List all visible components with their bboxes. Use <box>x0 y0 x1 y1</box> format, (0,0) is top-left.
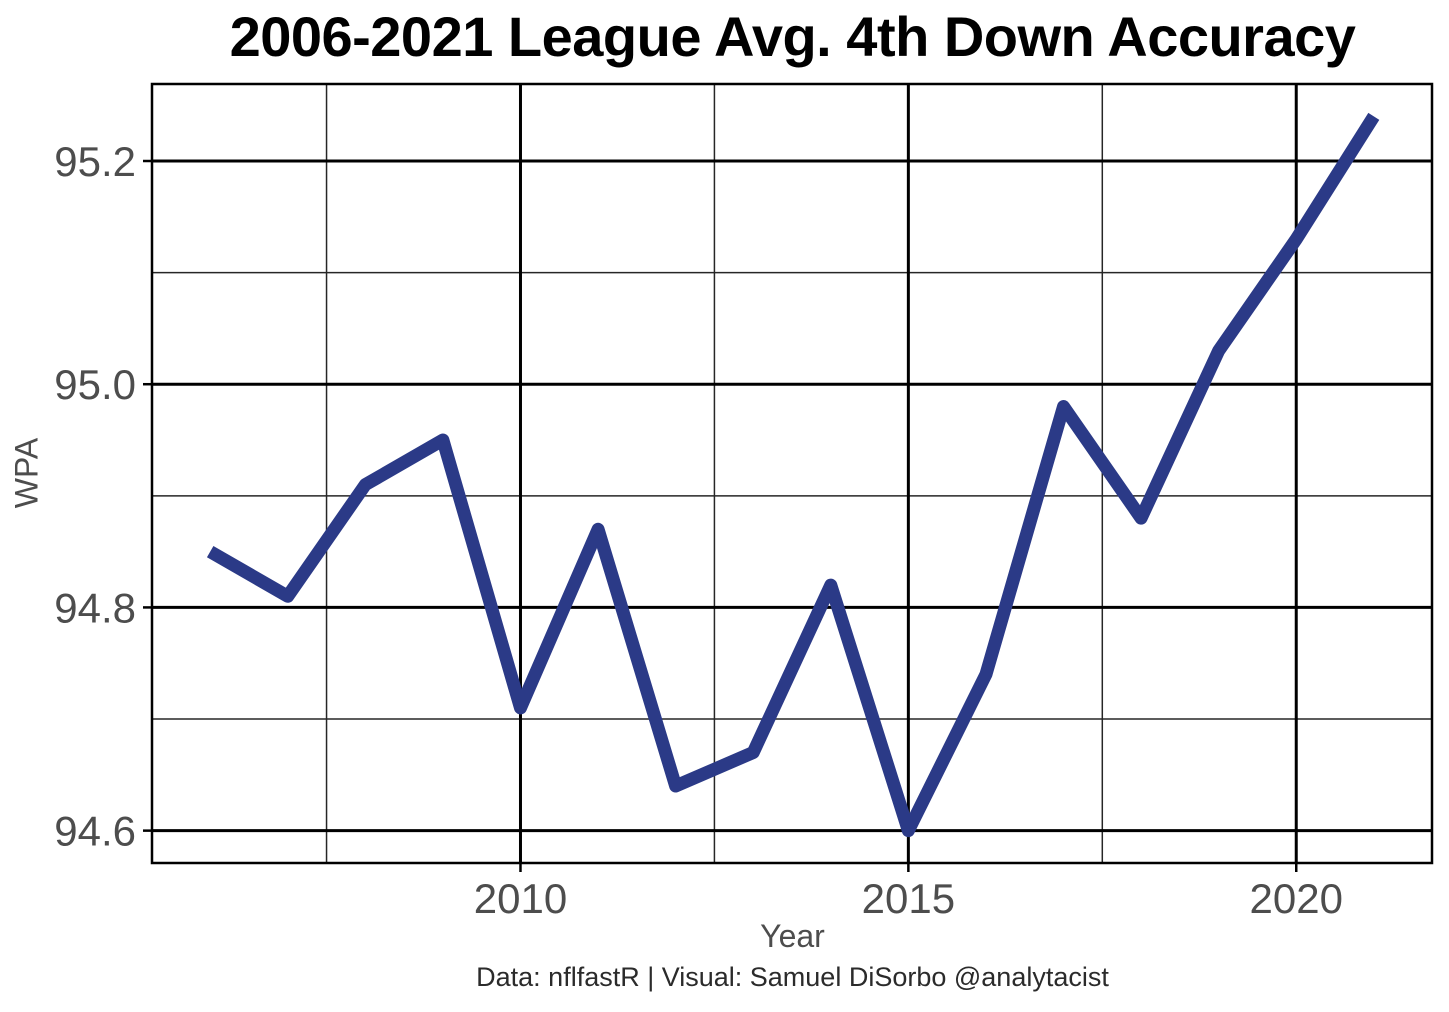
x-tick-label: 2020 <box>1250 875 1343 922</box>
y-tick-label: 94.8 <box>54 584 136 631</box>
x-axis-label: Year <box>760 918 825 954</box>
y-tick-label: 95.2 <box>54 138 136 185</box>
x-tick-label: 2015 <box>862 875 955 922</box>
caption: Data: nflfastR | Visual: Samuel DiSorbo … <box>476 962 1109 992</box>
chart-title: 2006-2021 League Avg. 4th Down Accuracy <box>229 5 1356 68</box>
y-tick-label: 95.0 <box>54 361 136 408</box>
plot-border <box>150 82 1434 865</box>
y-tick-label: 94.6 <box>54 808 136 855</box>
x-tick-label: 2010 <box>474 875 567 922</box>
wpa-series-line <box>206 112 1380 838</box>
